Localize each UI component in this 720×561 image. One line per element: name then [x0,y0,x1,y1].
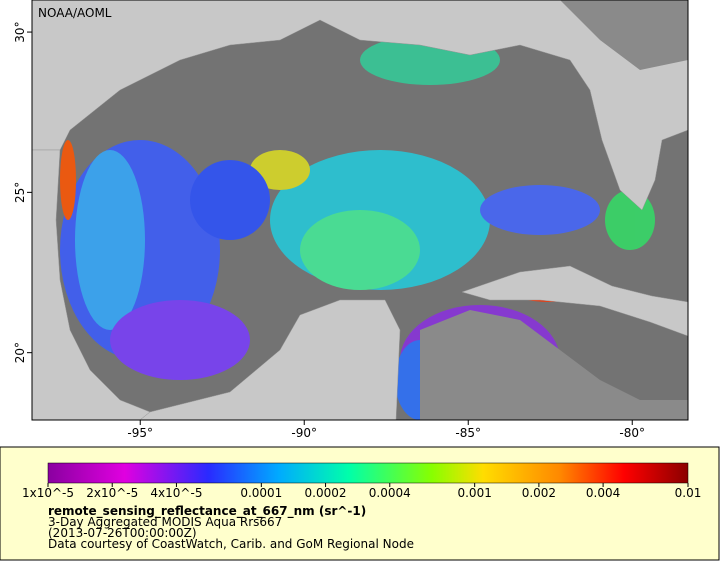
y-tick-label: 25° [13,182,27,203]
land-dark [420,0,688,420]
colorbar-tick-label: 0.001 [457,486,491,500]
colorbar-tick-label: 0.0001 [240,486,282,500]
map-credit: NOAA/AOML [38,6,112,20]
land [32,0,688,420]
colorbar-tick-label: 0.0002 [305,486,347,500]
colorbar-tick-label: 0.0004 [369,486,411,500]
colorbar-tick-label: 0.004 [586,486,620,500]
map-frame [31,0,689,421]
colorbar-tick-label: 1x10^-5 [22,486,74,500]
colorbar-tick-label: 2x10^-5 [86,486,138,500]
x-tick-label: -85° [455,426,481,440]
colorbar-tick-label: 0.01 [675,486,702,500]
legend-line: 3-Day Aggregated MODIS Aqua Rrs667 [48,515,282,529]
y-tick-label: 30° [13,21,27,42]
x-tick-label: -90° [291,426,317,440]
colorbar-tick-label: 0.002 [522,486,556,500]
y-tick-label: 20° [13,342,27,363]
x-tick-label: -95° [127,426,153,440]
colorbar [47,462,689,484]
x-tick-label: -80° [619,426,645,440]
colorbar-tick-label: 4x10^-5 [150,486,202,500]
legend-variable: remote_sensing_reflectance_at_667_nm (sr… [48,504,366,519]
map-area [32,0,688,420]
legend-line: Data courtesy of CoastWatch, Carib. and … [48,537,414,551]
legend-line: (2013-07-26T00:00:00Z) [48,526,197,540]
